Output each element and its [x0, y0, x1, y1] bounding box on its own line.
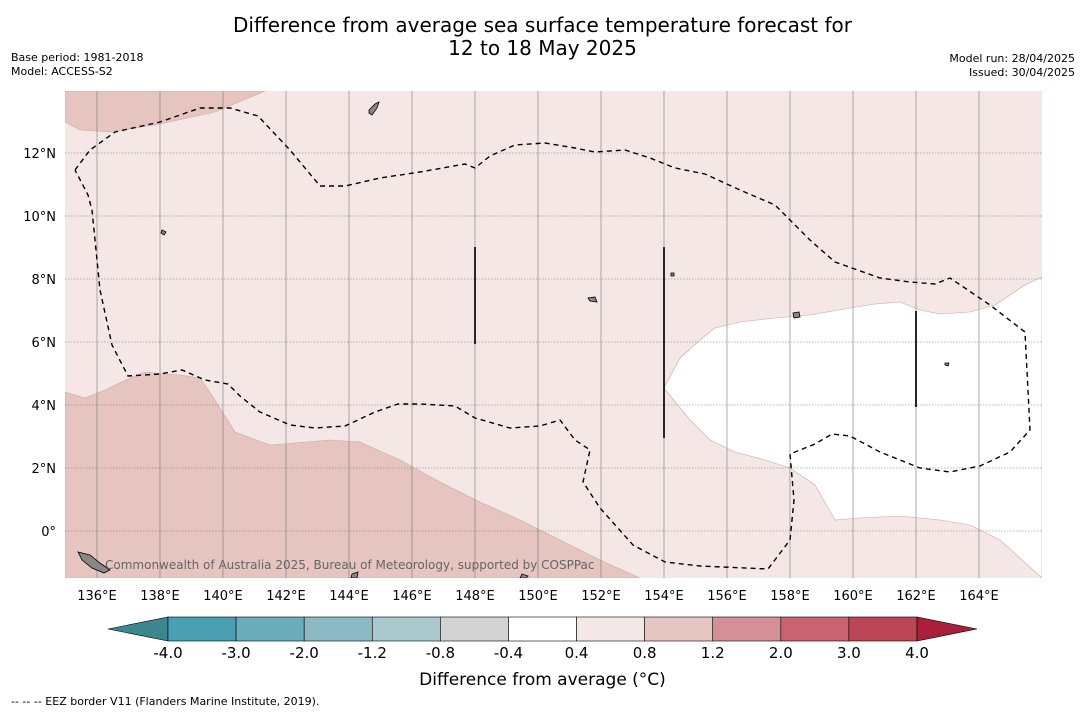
lat-label: 12°N: [23, 147, 56, 162]
lon-label: 150°E: [518, 589, 558, 604]
colorbar-tick-label: 2.0: [768, 644, 793, 662]
colorbar-tick-label: -3.0: [221, 644, 251, 662]
lon-label: 138°E: [140, 589, 180, 604]
chart-title: Difference from average sea surface temp…: [0, 14, 1085, 60]
island-chuuk: [587, 296, 598, 303]
colorbar: [107, 616, 978, 642]
title-line-2: 12 to 18 May 2025: [448, 36, 637, 60]
colorbar-segment: [576, 616, 645, 642]
base-period: Base period: 1981-2018: [11, 51, 144, 64]
colorbar-segment: [440, 616, 509, 642]
island-small-3: [350, 571, 359, 578]
colorbar-tick-label: 4.0: [905, 644, 929, 662]
eez-boundary-lines: [474, 247, 917, 438]
map-area: [65, 91, 1042, 578]
lat-label: 10°N: [23, 210, 56, 225]
colorbar-tick-label: -4.0: [153, 644, 183, 662]
lon-label: 160°E: [833, 589, 873, 604]
colorbar-segment: [303, 616, 373, 642]
colorbar-tick-label: -1.2: [357, 644, 387, 662]
island-small-2: [519, 573, 529, 578]
lon-label: 164°E: [959, 589, 999, 604]
colorbar-segment: [508, 616, 577, 642]
model-name: Model: ACCESS-S2: [11, 65, 113, 78]
lat-label: 0°: [41, 525, 56, 540]
issued-date: Issued: 30/04/2025: [968, 66, 1075, 79]
colorbar-over-arrow: [916, 616, 978, 642]
lon-label: 146°E: [392, 589, 432, 604]
island-small-1: [670, 272, 675, 277]
colorbar-tick-label: 0.8: [632, 644, 657, 662]
colorbar-tick-label: -2.0: [289, 644, 319, 662]
eez-border-north: [74, 107, 1031, 570]
meta-right: Model run: 28/04/2025 Issued: 30/04/2025: [949, 52, 1075, 80]
lon-label: 142°E: [266, 589, 306, 604]
island-guam: [368, 101, 380, 116]
colorbar-tick-label: 3.0: [836, 644, 861, 662]
lat-label: 6°N: [32, 336, 57, 351]
lon-label: 162°E: [896, 589, 936, 604]
lon-label: 154°E: [644, 589, 684, 604]
graticule: [65, 91, 1042, 578]
lat-axis: 12°N 10°N 8°N 6°N 4°N 2°N 0°: [23, 147, 56, 540]
colorbar-segment: [371, 616, 441, 642]
lon-label: 148°E: [455, 589, 495, 604]
lon-label: 144°E: [329, 589, 369, 604]
colorbar-title: Difference from average (°C): [419, 670, 666, 690]
colorbar-tick-label: 0.4: [564, 644, 589, 662]
colorbar-tick-label: -0.4: [493, 644, 524, 662]
lat-label: 8°N: [32, 273, 57, 288]
colorbar-segment: [167, 616, 237, 642]
colorbar-under-arrow: [107, 616, 169, 642]
lon-label: 158°E: [770, 589, 810, 604]
island-ngulu: [160, 229, 167, 236]
colorbar-tick-label: -0.8: [425, 644, 455, 662]
lon-label: 136°E: [77, 589, 117, 604]
colorbar-segment: [644, 616, 714, 642]
eez-footnote: -- -- -- EEZ border V11 (Flanders Marine…: [11, 695, 320, 708]
islands: [77, 101, 950, 578]
meta-left: Base period: 1981-2018 Model: ACCESS-S2: [11, 51, 143, 79]
colorbar-tick-label: 1.2: [700, 644, 725, 662]
copyright-notice: Commonwealth of Australia 2025, Bureau o…: [105, 558, 595, 572]
island-kosrae: [944, 362, 950, 367]
colorbar-segment: [780, 616, 850, 642]
lat-label: 4°N: [32, 399, 57, 414]
island-new-guinea-coast: [77, 551, 111, 574]
lon-label: 152°E: [581, 589, 621, 604]
colorbar-segment: [848, 616, 918, 642]
colorbar-segment: [235, 616, 305, 642]
lon-axis: 136°E 138°E 140°E 142°E 144°E 146°E 148°…: [77, 589, 999, 604]
model-run: Model run: 28/04/2025: [949, 52, 1075, 65]
lat-label: 2°N: [32, 462, 57, 477]
lon-label: 156°E: [707, 589, 747, 604]
colorbar-segment: [712, 616, 782, 642]
title-line-1: Difference from average sea surface temp…: [232, 13, 852, 37]
island-pohnpei: [792, 311, 801, 319]
lon-label: 140°E: [203, 589, 243, 604]
